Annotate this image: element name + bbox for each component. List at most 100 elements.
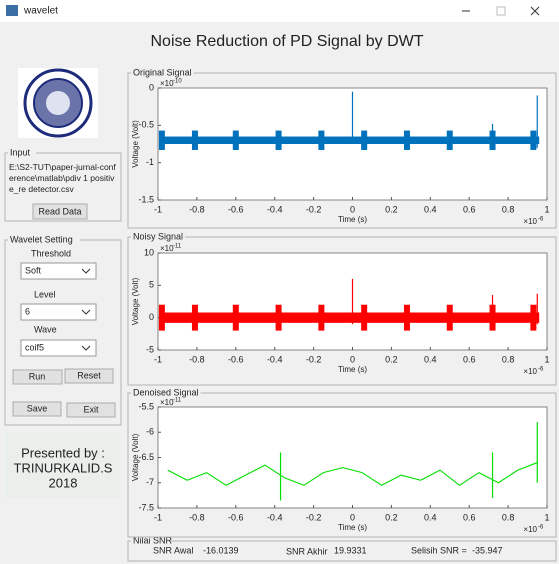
signal [158, 278, 540, 331]
logo [18, 68, 98, 138]
plot-panel [127, 236, 557, 386]
x-tick-label: 0.6 [463, 512, 476, 522]
y-exponent: -10 [173, 79, 182, 85]
burst [361, 304, 368, 331]
burst [275, 130, 282, 150]
plot-title: Noisy Signal [133, 231, 183, 241]
threshold-value: Soft [25, 265, 42, 275]
close[interactable] [530, 6, 540, 16]
x-exponent: -6 [538, 525, 544, 531]
exit-button[interactable] [66, 402, 116, 418]
burst [158, 130, 165, 150]
wave-label: Wave [34, 324, 57, 334]
x-tick-label: 0.4 [424, 204, 437, 214]
save-button[interactable] [12, 401, 62, 417]
save-label: Save [27, 403, 48, 413]
x-tick-label: 0.8 [502, 512, 515, 522]
wavelet-title: Wavelet Setting [10, 234, 73, 244]
y-axis-label: Voltage (Volt) [131, 433, 140, 481]
x-tick-label: 0.8 [502, 204, 515, 214]
burst [530, 130, 537, 150]
x-tick-label: 1 [544, 512, 549, 522]
x-tick-label: -0.4 [267, 354, 283, 364]
x-tick-label: 0 [350, 354, 355, 364]
level-select[interactable] [20, 303, 97, 321]
run-button[interactable] [12, 369, 63, 385]
x-exponent-base: ×10 [523, 525, 537, 534]
title-bg [131, 68, 194, 78]
y-tick-label: -7.5 [138, 502, 154, 512]
x-tick-label: 0.2 [385, 204, 398, 214]
dropdown-arrow [81, 309, 91, 315]
x-tick-label: 0.4 [424, 512, 437, 522]
title-bar [0, 0, 559, 22]
y-tick-label: -5 [146, 344, 154, 354]
y-tick-label: -1 [146, 157, 154, 167]
read-data-button[interactable] [32, 203, 88, 220]
x-tick-label: -0.8 [189, 204, 205, 214]
x-tick-label: 0.6 [463, 204, 476, 214]
snr-selisih-value: -35.947 [472, 545, 503, 555]
burst [158, 304, 165, 331]
credit-box [5, 432, 121, 498]
y-exponent-base: ×10 [160, 79, 174, 88]
burst [403, 130, 410, 150]
y-tick-label: 10 [144, 247, 154, 257]
y-tick-label: 0 [149, 312, 154, 322]
burst [446, 130, 453, 150]
burst [318, 130, 325, 150]
x-tick-label: -0.4 [267, 512, 283, 522]
snr-selisih-label: Selisih SNR = [411, 545, 467, 555]
main-title: Noise Reduction of PD Signal by DWT [151, 33, 424, 50]
threshold-select[interactable] [20, 262, 97, 280]
dropdown-arrow [81, 345, 91, 351]
snr-panel [127, 540, 557, 562]
burst [275, 304, 282, 331]
burst [446, 304, 453, 331]
x-tick-label: -0.4 [267, 204, 283, 214]
x-exponent-base: ×10 [523, 367, 537, 376]
credit-line: 2018 [49, 475, 78, 490]
noise-band [159, 312, 540, 323]
y-tick-label: -0.5 [138, 120, 154, 130]
plot-panel [127, 392, 557, 538]
burst [232, 304, 239, 331]
x-tick-label: 1 [544, 354, 549, 364]
plot-panel [127, 72, 557, 229]
x-exponent: -6 [538, 367, 544, 373]
x-tick-label: -0.8 [189, 512, 205, 522]
x-exponent: -6 [538, 217, 544, 223]
x-tick-label: -1 [154, 354, 162, 364]
snr-awal-label: SNR Awal [153, 545, 193, 555]
x-tick-label: -0.6 [228, 204, 244, 214]
x-tick-label: -0.2 [306, 354, 322, 364]
y-tick-label: 5 [149, 280, 154, 290]
maximize[interactable] [496, 6, 506, 16]
x-tick-label: 0.6 [463, 354, 476, 364]
y-exponent: -11 [173, 244, 182, 250]
x-tick-label: 1 [544, 204, 549, 214]
x-tick-label: -0.8 [189, 354, 205, 364]
input-panel [4, 152, 122, 222]
x-tick-label: 0.8 [502, 354, 515, 364]
credit-line: Presented by : [21, 445, 105, 460]
snr-akhir-label: SNR Akhir [286, 546, 328, 556]
wave-select[interactable] [20, 339, 97, 357]
plot-title: Denoised Signal [133, 387, 199, 397]
burst [191, 130, 198, 150]
burst [232, 130, 239, 150]
snr-title: Nilai SNR [133, 535, 173, 545]
dropdown-arrow [81, 268, 91, 274]
reset-button[interactable] [64, 368, 114, 384]
x-tick-label: -1 [154, 204, 162, 214]
x-axis-label: Time (s) [338, 215, 367, 224]
x-tick-label: -0.2 [306, 512, 322, 522]
run-label: Run [29, 371, 46, 381]
snr-awal-value: -16.0139 [203, 545, 239, 555]
input-path-box: E:\S2-TUT\paper-jurnal-conference\matlab… [9, 162, 116, 194]
x-tick-label: -0.6 [228, 354, 244, 364]
burst [191, 304, 198, 331]
y-exponent-base: ×10 [160, 398, 174, 407]
y-tick-label: -6.5 [138, 452, 154, 462]
